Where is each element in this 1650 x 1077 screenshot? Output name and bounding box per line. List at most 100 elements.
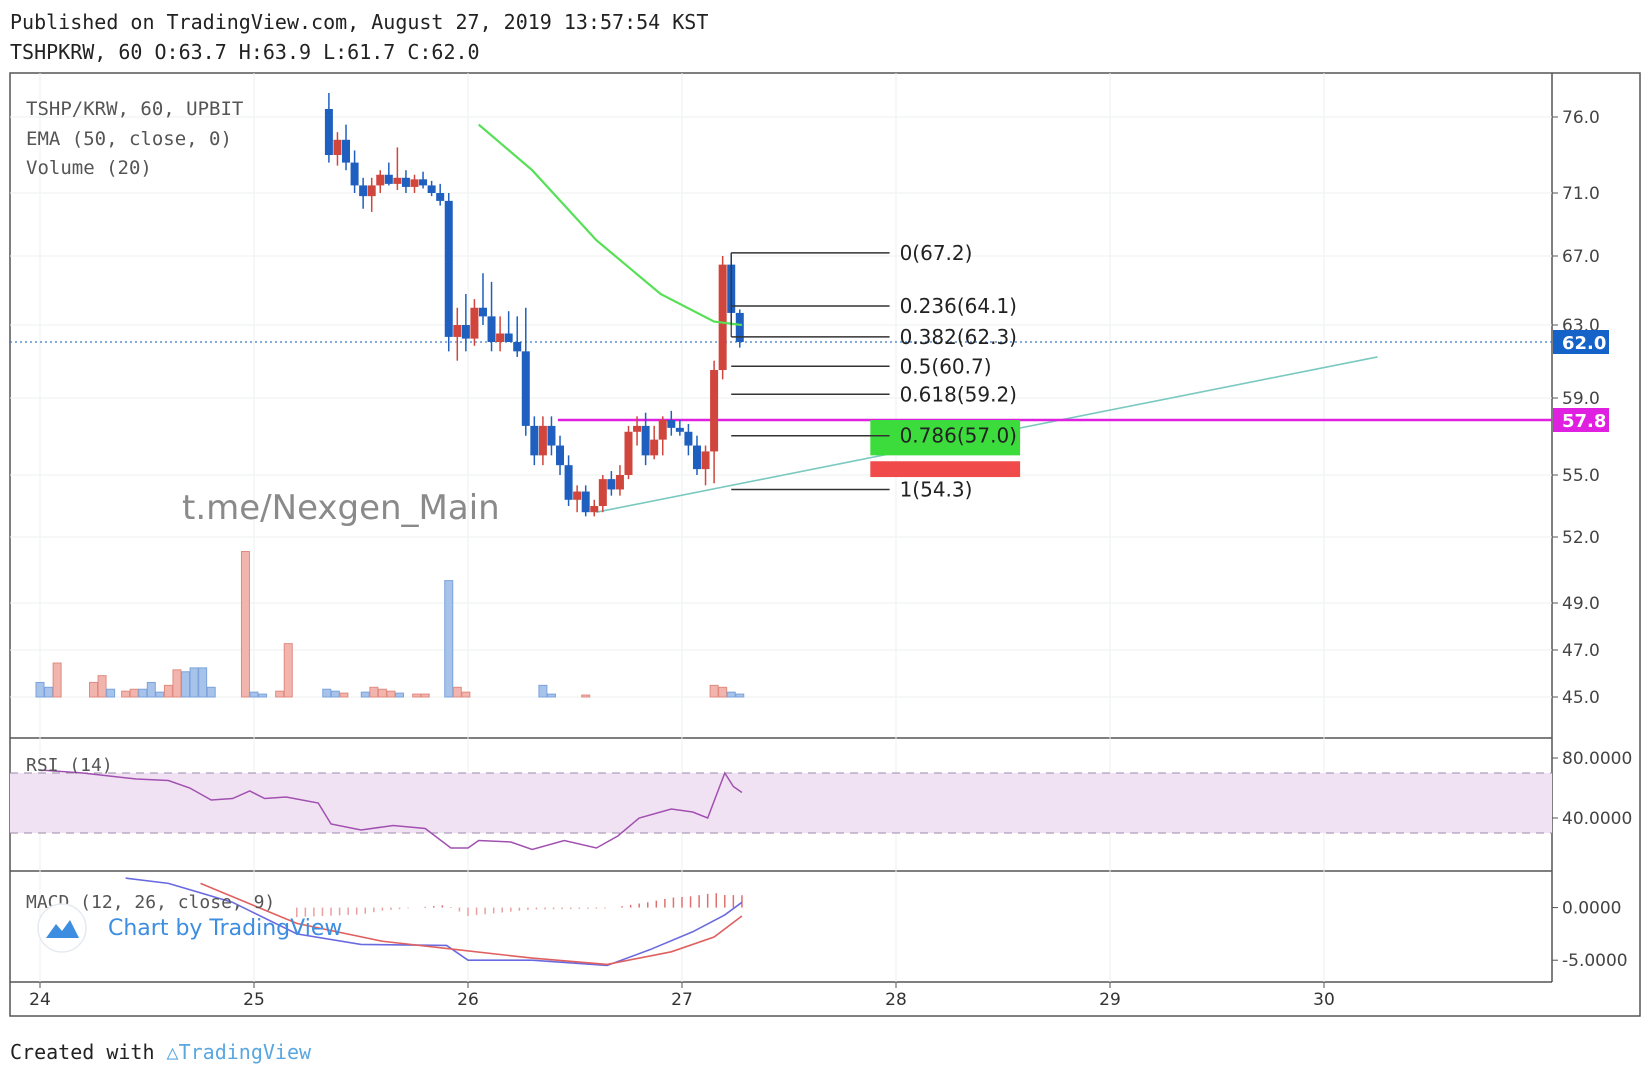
candle-body	[350, 162, 359, 186]
candle-body	[547, 425, 556, 446]
fib-level-label: 1(54.3)	[900, 477, 973, 501]
volume-bar	[249, 691, 259, 698]
volume-bar	[339, 692, 349, 698]
fib-level-label: 0.236(64.1)	[900, 294, 1017, 318]
candle-body	[675, 427, 684, 432]
candle-body	[624, 431, 633, 475]
candle-body	[427, 185, 436, 193]
legend-ema: EMA (50, close, 0)	[26, 128, 232, 150]
volume-bar	[258, 693, 268, 698]
last-price-tag-bg	[1553, 330, 1609, 354]
volume-bar	[52, 662, 62, 698]
candle-body	[393, 177, 402, 184]
volume-bar	[581, 694, 591, 698]
y-tick-label: 76.0	[1562, 108, 1600, 128]
fib-level-label: 0.786(57.0)	[900, 424, 1017, 448]
candle-body	[735, 312, 744, 342]
volume-bar	[726, 691, 736, 698]
chart-branding: Chart by TradingView	[108, 916, 342, 941]
rsi-line	[39, 769, 743, 851]
candle-body	[581, 491, 590, 513]
volume-bar	[322, 688, 332, 698]
volume-bar	[189, 667, 199, 698]
candle-body	[556, 445, 565, 466]
candle-body	[436, 193, 445, 201]
fib-level-label: 0(67.2)	[900, 241, 973, 265]
fib-level-label: 0.382(62.3)	[900, 325, 1017, 349]
rsi-y-tick-label: 80.0000	[1562, 749, 1632, 769]
fib-level-label: 0.5(60.7)	[900, 354, 992, 378]
resistance-price-tag-bg	[1553, 408, 1609, 432]
x-tick-label: 28	[885, 990, 907, 1010]
candle-body	[667, 420, 676, 428]
volume-bar	[163, 684, 173, 698]
chart-frame	[9, 72, 1641, 1017]
ohlc-header: TSHPKRW, 60 O:63.7 H:63.9 L:61.7 C:62.0	[10, 40, 480, 64]
legend-symbol: TSHP/KRW, 60, UPBIT	[26, 98, 243, 120]
candle-body	[701, 451, 710, 470]
candle-body	[504, 333, 513, 342]
volume-bar	[369, 686, 379, 698]
candle-body	[359, 185, 368, 197]
candle-body	[419, 179, 428, 186]
candle-body	[453, 325, 462, 337]
target-zone-box	[870, 420, 1021, 456]
candle-body	[324, 109, 333, 155]
volume-bar	[360, 691, 370, 698]
volume-bar	[121, 690, 131, 698]
y-tick-label: 49.0	[1562, 594, 1600, 614]
y-tick-label: 59.0	[1562, 389, 1600, 409]
last-price-tag: 62.0	[1562, 333, 1606, 354]
x-tick-label: 24	[29, 990, 51, 1010]
macd-y-tick-label: 0.0000	[1562, 899, 1621, 919]
stop-zone-box	[870, 461, 1021, 478]
volume-bar	[283, 643, 293, 698]
volume-bar	[106, 688, 116, 698]
macd-title: MACD (12, 26, close, 9)	[26, 892, 275, 913]
candle-body	[633, 425, 642, 432]
volume-bar	[395, 692, 405, 698]
macd-y-tick-label: -5.0000	[1562, 951, 1628, 971]
candle-body	[650, 439, 659, 456]
volume-bar	[35, 681, 45, 698]
volume-bar	[181, 671, 191, 698]
rsi-y-tick-label: 40.0000	[1562, 809, 1632, 829]
candle-body	[710, 370, 719, 452]
volume-bar	[206, 686, 216, 698]
volume-bar	[275, 690, 285, 698]
footer: Created with △TradingView	[10, 1040, 311, 1064]
volume-bar	[735, 693, 745, 698]
y-tick-label: 67.0	[1562, 247, 1600, 267]
volume-bar	[97, 675, 107, 698]
y-tick-label: 47.0	[1562, 641, 1600, 661]
volume-bar	[452, 686, 462, 698]
volume-bar	[89, 681, 98, 698]
candle-body	[461, 325, 470, 339]
footer-brand[interactable]: TradingView	[178, 1040, 312, 1064]
y-tick-label: 55.0	[1562, 466, 1600, 486]
candle-body	[590, 506, 599, 513]
candle-body	[564, 465, 573, 500]
candle-body	[530, 425, 539, 456]
x-tick-label: 25	[243, 990, 265, 1010]
candle-body	[487, 316, 496, 342]
rsi-title: RSI (14)	[26, 755, 113, 776]
volume-bar	[444, 580, 454, 698]
volume-bar	[129, 688, 139, 698]
candle-body	[684, 431, 693, 446]
x-tick-label: 26	[457, 990, 479, 1010]
candle-body	[573, 491, 582, 500]
volume-bar	[44, 686, 54, 698]
volume-bar	[138, 688, 148, 698]
tradingview-logo-icon: △	[166, 1040, 179, 1064]
watermark-text: t.me/Nexgen_Main	[182, 488, 500, 528]
volume-bar	[718, 686, 728, 698]
candle-body	[607, 479, 616, 490]
volume-bar	[172, 669, 182, 698]
volume-bar	[420, 693, 430, 698]
x-tick-label: 30	[1313, 990, 1335, 1010]
volume-bar	[461, 691, 471, 698]
y-tick-label: 52.0	[1562, 528, 1600, 548]
ema-line	[477, 123, 743, 327]
